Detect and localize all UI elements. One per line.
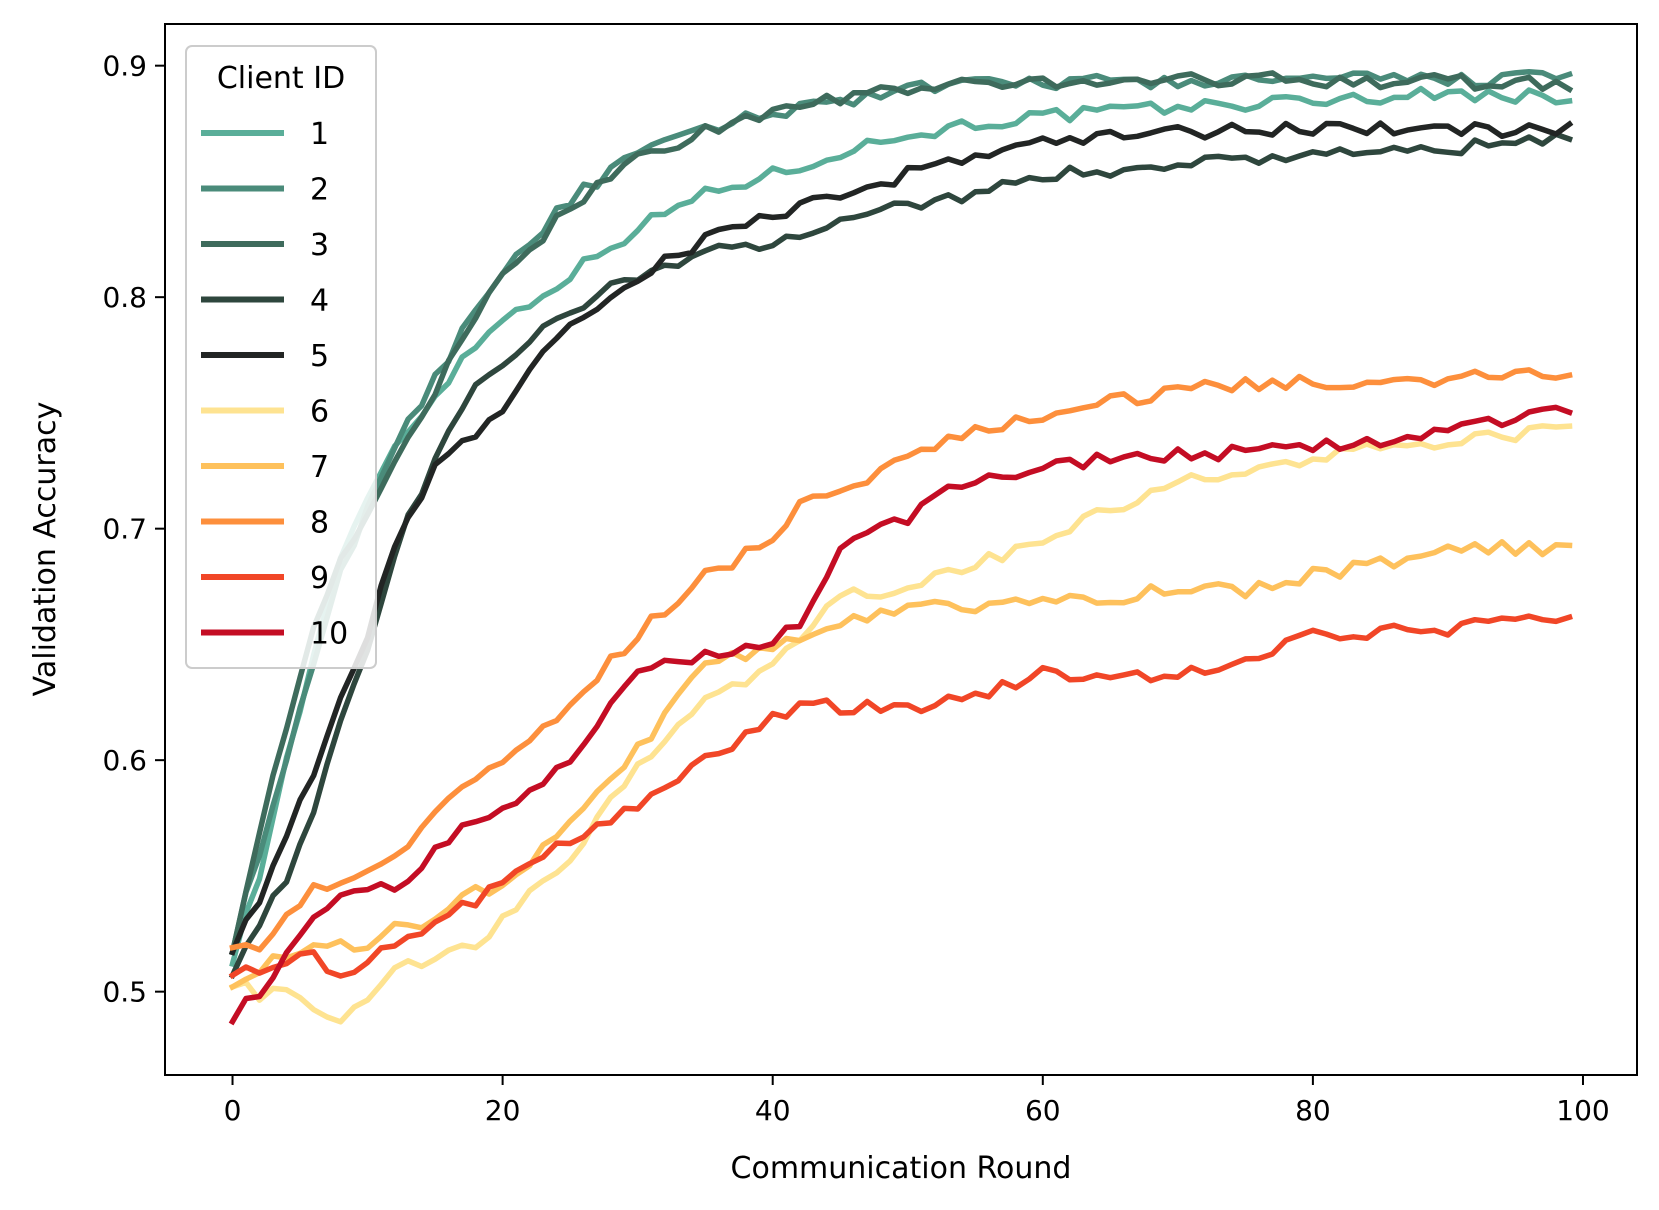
x-tick-label: 60 <box>1025 1094 1061 1127</box>
legend-label-5: 5 <box>310 339 329 374</box>
y-tick-label: 0.8 <box>102 281 147 314</box>
axis-ticks: 0 20 40 60 80 100 0.5 0.6 0.7 0.8 0.9 <box>102 50 1609 1127</box>
legend-label-6: 6 <box>310 395 329 430</box>
series-line-9 <box>228 613 1573 980</box>
y-axis-label: Validation Accuracy <box>28 402 63 697</box>
x-tick-label: 40 <box>755 1094 791 1127</box>
x-tick-label: 80 <box>1295 1094 1331 1127</box>
y-tick-label: 0.9 <box>102 50 147 83</box>
series-line-6 <box>229 423 1573 1025</box>
legend-label-10: 10 <box>310 617 348 652</box>
y-tick-label: 0.5 <box>102 976 147 1009</box>
series-line-8 <box>229 367 1573 953</box>
series-line-3 <box>229 70 1574 956</box>
x-tick-label: 0 <box>224 1094 242 1127</box>
x-tick-label: 20 <box>485 1094 521 1127</box>
legend-items: 1 2 3 4 5 6 7 8 9 10 <box>201 117 348 652</box>
series-line-7 <box>228 539 1573 991</box>
y-tick-label: 0.6 <box>102 744 147 777</box>
legend-label-8: 8 <box>310 506 329 541</box>
legend-title: Client ID <box>217 61 345 96</box>
legend-label-3: 3 <box>310 228 329 263</box>
series-line-1 <box>229 85 1573 968</box>
series-line-5 <box>228 120 1574 956</box>
y-tick-label: 0.7 <box>102 513 147 546</box>
legend-label-1: 1 <box>310 117 329 152</box>
legend-label-2: 2 <box>310 173 329 208</box>
legend-label-9: 9 <box>310 561 329 596</box>
series-line-4 <box>228 131 1574 980</box>
x-tick-label: 100 <box>1556 1094 1609 1127</box>
legend-label-4: 4 <box>310 284 329 319</box>
x-axis-label: Communication Round <box>731 1151 1072 1186</box>
plot-frame <box>164 23 1638 1076</box>
series-line-10 <box>228 404 1574 1026</box>
legend: Client ID 1 2 3 4 5 6 7 8 9 10 <box>185 45 377 669</box>
legend-label-7: 7 <box>310 450 329 485</box>
series-layer <box>228 68 1574 1026</box>
